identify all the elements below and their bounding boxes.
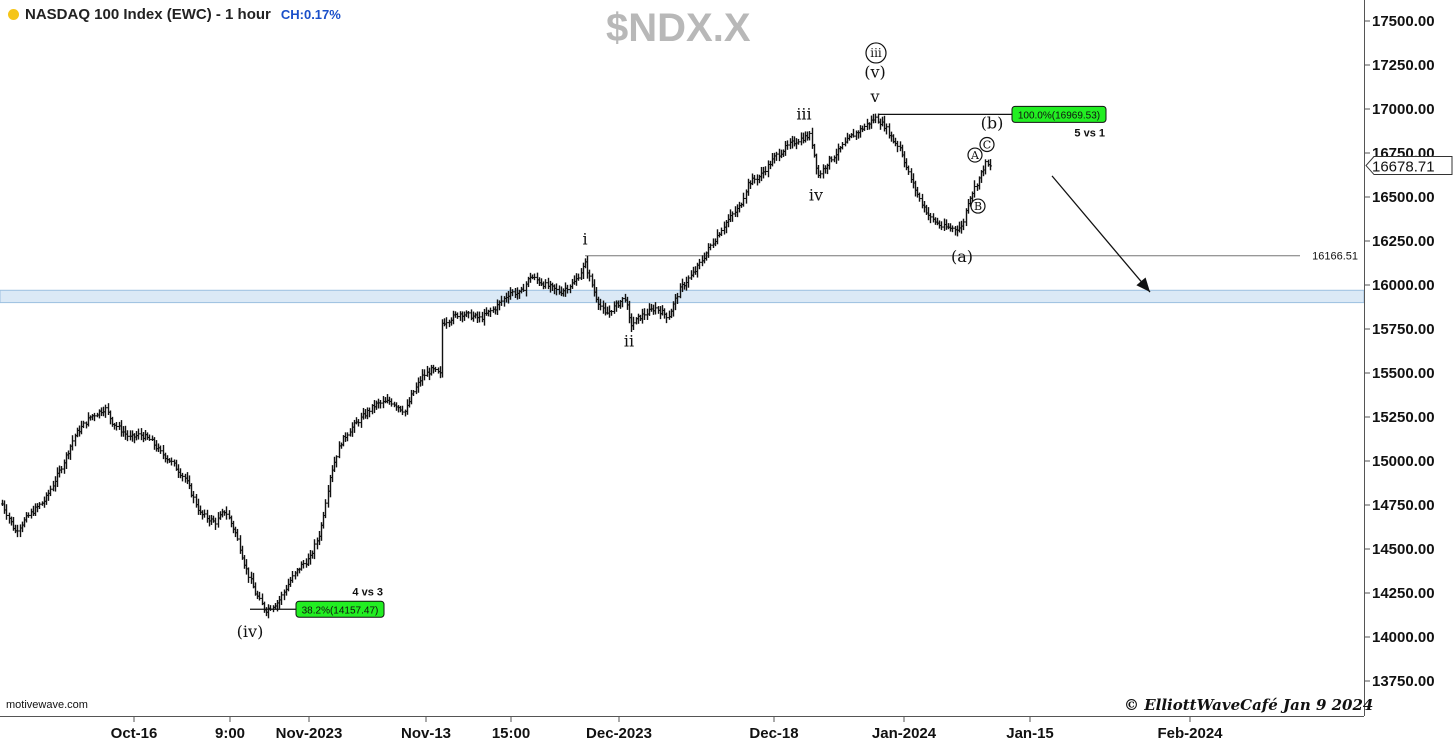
x-tick-label: 9:00	[215, 725, 245, 742]
fib-target-box	[1011, 105, 1107, 123]
symbol-watermark: $NDX.X	[606, 6, 751, 50]
wave-label: i	[582, 230, 587, 249]
wave-label-circle	[979, 136, 995, 153]
x-tick-label: 15:00	[492, 725, 530, 742]
copyright-note: © ElliottWaveCafé Jan 9 2024	[1124, 696, 1374, 714]
y-tick-label: 14000.00	[1372, 629, 1435, 646]
x-tick-label: Feb-2024	[1157, 725, 1223, 742]
fib-target-box	[295, 600, 385, 618]
last-price-label: 16678.71	[1372, 159, 1435, 176]
change-readout: CH:0.17%	[280, 6, 341, 22]
y-tick-label: 13750.00	[1372, 673, 1435, 690]
y-tick-label: 15500.00	[1372, 365, 1435, 382]
chart-title: NASDAQ 100 Index (EWC) - 1 hour	[25, 5, 271, 23]
fib-note: 4 vs 3	[352, 586, 383, 598]
wave-label: (a)	[951, 247, 973, 266]
fib-note: 5 vs 1	[1074, 127, 1105, 139]
y-tick-label: 16500.00	[1372, 189, 1435, 206]
y-tick-label: 14500.00	[1372, 541, 1435, 558]
y-tick-label: 15000.00	[1372, 453, 1435, 470]
last-price-tag	[1365, 156, 1453, 176]
x-tick-label: Nov-2023	[276, 725, 343, 742]
x-tick-label: Dec-18	[749, 725, 798, 742]
chart-header: NASDAQ 100 Index (EWC) - 1 hour CH:0.17%	[8, 4, 341, 24]
wave-label: iii	[796, 105, 811, 124]
wave-label: A	[970, 149, 980, 162]
x-tick-label: Jan-15	[1006, 725, 1054, 742]
y-tick-label: 17250.00	[1372, 57, 1435, 74]
y-tick-label: 14750.00	[1372, 497, 1435, 514]
level-label: 16166.51	[1312, 251, 1358, 263]
wave-label: (iv)	[237, 622, 264, 641]
x-tick-label: Dec-2023	[586, 725, 652, 742]
y-tick-label: 16250.00	[1372, 233, 1435, 250]
wave-label: (b)	[981, 113, 1004, 132]
y-tick-label: 15750.00	[1372, 321, 1435, 338]
support-zone-layer	[0, 289, 1365, 304]
y-tick-label: 17500.00	[1372, 13, 1435, 30]
wave-label: (v)	[864, 62, 886, 81]
wave-label-circle	[865, 42, 887, 64]
wave-label: iv	[809, 186, 823, 205]
status-dot-icon	[8, 8, 19, 20]
annotations: 100.0%(16969.53) 5 vs 1 38.2%(14157.47) 4 v…	[250, 105, 1151, 618]
wave-label-circle	[967, 147, 983, 163]
projection-arrow-head	[1136, 277, 1150, 293]
ohlc-bars	[1, 113, 992, 619]
y-tick-label: 17000.00	[1372, 101, 1435, 118]
wave-label: v	[869, 87, 879, 106]
fib-target-label: 38.2%(14157.47)	[302, 605, 379, 616]
projection-arrow-line	[1051, 175, 1151, 293]
wave-label: iii	[870, 46, 882, 60]
wave-label: B	[974, 200, 982, 213]
x-tick-label: Jan-2024	[872, 725, 937, 742]
y-tick-label: 15250.00	[1372, 409, 1435, 426]
y-tick-label: 14250.00	[1372, 585, 1435, 602]
wave-label-circle	[970, 198, 986, 214]
provider-credit: motivewave.com	[6, 699, 88, 711]
y-tick-label: 16000.00	[1372, 277, 1435, 294]
wave-label: C	[983, 138, 991, 151]
x-tick-label: Oct-16	[111, 725, 158, 742]
support-zone	[0, 289, 1365, 304]
x-tick-label: Nov-13	[401, 725, 451, 742]
wave-label: ii	[624, 332, 634, 351]
fib-target-label: 100.0%(16969.53)	[1018, 110, 1100, 121]
